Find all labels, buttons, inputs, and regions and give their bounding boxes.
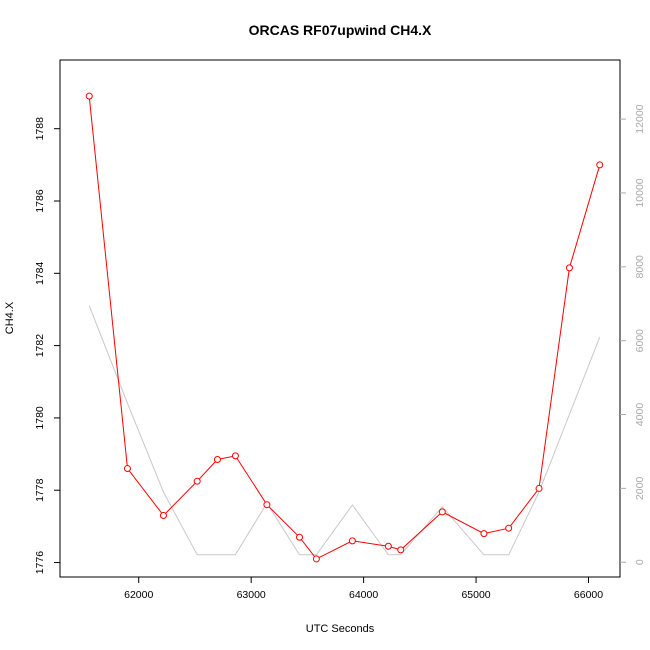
x-axis: 62000 63000 64000 65000 66000 bbox=[124, 577, 603, 601]
x-axis-label: UTC Seconds bbox=[306, 623, 375, 635]
series-red bbox=[85, 92, 604, 563]
y-axis-right: 0 2000 4000 6000 8000 10000 12000 bbox=[620, 104, 646, 565]
red-data-point bbox=[123, 465, 131, 473]
red-series-line bbox=[88, 96, 601, 560]
y-tick-label: 1782 bbox=[34, 334, 46, 358]
x-tick-label: 66000 bbox=[574, 589, 603, 601]
y-axis-label: CH4.X bbox=[4, 301, 16, 334]
x-tick-label: 65000 bbox=[461, 589, 490, 601]
red-data-point bbox=[438, 508, 446, 516]
red-data-point bbox=[159, 512, 167, 520]
y2-tick-label: 8000 bbox=[634, 255, 646, 279]
y-tick-label: 1778 bbox=[34, 478, 46, 502]
red-data-point bbox=[213, 456, 221, 463]
plot-frame bbox=[59, 59, 621, 578]
red-data-point bbox=[85, 92, 93, 100]
red-data-point bbox=[231, 452, 239, 460]
y2-tick-label: 12000 bbox=[634, 104, 646, 133]
y2-tick-label: 0 bbox=[634, 559, 646, 565]
x-tick-label: 62000 bbox=[124, 589, 153, 601]
y-tick-label: 1788 bbox=[34, 117, 46, 141]
y-tick-label: 1776 bbox=[34, 551, 46, 575]
y2-tick-label: 2000 bbox=[634, 477, 646, 501]
red-data-point bbox=[193, 477, 201, 485]
y-axis-left: 1776 1778 1780 1782 1784 1786 1788 bbox=[34, 117, 60, 574]
x-tick-label: 64000 bbox=[349, 589, 378, 601]
red-data-point bbox=[296, 533, 304, 541]
red-data-point bbox=[397, 546, 405, 554]
red-data-point bbox=[384, 542, 392, 550]
x-tick-label: 63000 bbox=[237, 589, 266, 601]
red-data-point bbox=[505, 524, 513, 532]
red-data-point bbox=[596, 161, 604, 169]
y2-tick-label: 6000 bbox=[634, 329, 646, 353]
red-data-point bbox=[535, 484, 543, 492]
red-data-point bbox=[565, 264, 573, 272]
red-data-point bbox=[312, 555, 320, 563]
gray-series-line bbox=[88, 305, 601, 556]
y-tick-label: 1784 bbox=[34, 261, 46, 285]
y2-tick-label: 4000 bbox=[634, 403, 646, 427]
red-data-point bbox=[263, 501, 271, 509]
y-tick-label: 1786 bbox=[34, 189, 46, 213]
red-data-point bbox=[348, 537, 356, 545]
red-data-point bbox=[480, 530, 488, 538]
y-tick-label: 1780 bbox=[34, 406, 46, 430]
y2-tick-label: 10000 bbox=[634, 178, 646, 207]
chart-title: ORCAS RF07upwind CH4.X bbox=[249, 22, 432, 38]
series-gray bbox=[88, 305, 601, 556]
